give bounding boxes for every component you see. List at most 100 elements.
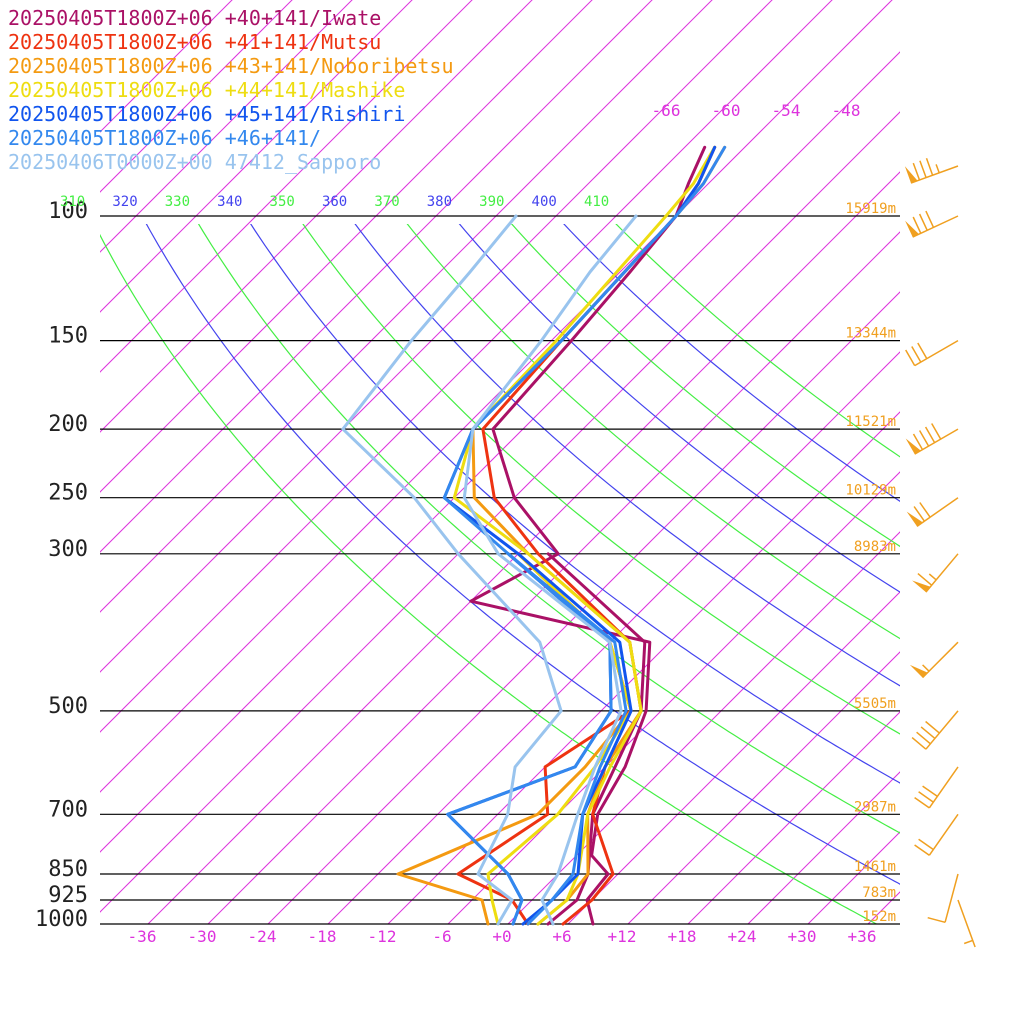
legend-item: 20250405T1800Z+06 +41+141/Mutsu	[8, 30, 382, 54]
pressure-tick-label: 700	[48, 797, 88, 822]
temperature-profile	[462, 214, 638, 926]
wind-barb	[914, 813, 959, 856]
theta-label: 330	[165, 194, 190, 210]
temperature-axis: -36 -30 -24 -18 -12 -6 +0 +6 +12 +18 +24 +30 +36	[128, 927, 877, 946]
height-label: 1461m	[854, 859, 896, 875]
isotherm-line	[687, 711, 900, 924]
dry-adiabat-line	[100, 233, 878, 924]
dry-adiabat-line	[563, 224, 900, 503]
isotherm-line	[507, 531, 900, 924]
pressure-tick-label: 500	[48, 694, 88, 719]
theta-label: 380	[427, 194, 452, 210]
wind-barb	[906, 497, 959, 528]
theta-label: 340	[217, 194, 242, 210]
temperature-tick-label: -24	[248, 927, 277, 946]
theta-labels: 310 320 330 340 350 360 370 380 390 400 410	[60, 194, 609, 210]
wind-barbs	[904, 158, 976, 948]
theta-label: 350	[270, 194, 295, 210]
temperature-tick-label: -18	[308, 927, 337, 946]
isotherm-line	[867, 891, 900, 924]
isotherm-label: -66	[652, 101, 681, 120]
dewpoint-profile	[456, 552, 633, 926]
temperature-tick-label: -30	[188, 927, 217, 946]
theta-label: 370	[374, 194, 399, 210]
theta-label: 400	[532, 194, 557, 210]
dry-adiabat-line	[458, 224, 900, 593]
dry-adiabat-line	[510, 224, 900, 548]
height-label: 15919m	[845, 201, 896, 217]
pressure-tick-label: 200	[48, 412, 88, 437]
dry-adiabat-line	[145, 224, 900, 885]
temperature-tick-label: +0	[492, 927, 511, 946]
isotherm-line	[807, 831, 900, 924]
isotherm-line	[100, 0, 233, 133]
theta-label: 310	[60, 194, 85, 210]
legend-item: 20250405T1800Z+06 +40+141/Iwate	[8, 6, 382, 30]
temperature-tick-label: -6	[432, 927, 451, 946]
isotherm-label: -60	[712, 101, 741, 120]
theta-label: 410	[584, 194, 609, 210]
temperature-tick-label: +30	[788, 927, 817, 946]
dry-adiabat-line	[197, 224, 900, 834]
height-label: 783m	[862, 885, 896, 901]
isotherm-line	[100, 0, 353, 253]
temperature-tick-label: +18	[668, 927, 697, 946]
legend-item: 20250406T0000Z+00 47412_Sapporo	[8, 150, 382, 174]
wind-barb	[914, 766, 959, 809]
temperature-tick-label: +36	[848, 927, 877, 946]
height-label: 10129m	[845, 483, 896, 499]
height-label: 152m	[862, 909, 896, 925]
pressure-tick-label: 300	[48, 537, 88, 562]
pressure-tick-label: 100	[48, 199, 88, 224]
legend-item: 20250405T1800Z+06 +44+141/Mashike	[8, 78, 406, 102]
legend-item: 20250405T1800Z+06 +43+141/Noboribetsu	[8, 54, 454, 78]
height-label: 5505m	[854, 696, 896, 712]
dewpoint-profile	[486, 552, 633, 926]
temperature-profile	[471, 145, 727, 926]
height-labels: 152m 783m 1461m 2987m 5505m 8983m 10129m 11521m…	[845, 201, 896, 925]
isotherm-line	[627, 651, 900, 924]
wind-barb	[905, 339, 959, 367]
legend-item: 20250405T1800Z+06 +45+141/Rishiri	[8, 102, 406, 126]
theta-label: 390	[479, 194, 504, 210]
dewpoint-profile	[546, 552, 647, 926]
height-label: 11521m	[845, 414, 896, 430]
theta-label: 360	[322, 194, 347, 210]
wind-barb	[911, 710, 959, 750]
legend: 20250405T1800Z+06 +40+141/Iwate 20250405T…	[8, 6, 454, 174]
temperature-profile	[469, 145, 707, 926]
theta-label: 320	[112, 194, 137, 210]
dry-adiabat-line	[302, 224, 900, 735]
height-label: 13344m	[845, 326, 896, 342]
legend-item: 20250405T1800Z+06 +46+141/	[8, 126, 322, 150]
wind-barb	[957, 899, 976, 948]
sounding-series	[341, 145, 727, 926]
isobar-lines	[100, 215, 900, 925]
pressure-tick-label: 1000	[35, 907, 88, 932]
pressure-tick-label: 925	[48, 883, 88, 908]
isotherm-line	[100, 0, 293, 193]
dry-adiabat-line	[406, 224, 900, 640]
height-label: 8983m	[854, 539, 896, 555]
wind-barb	[905, 210, 959, 238]
isotherm-line	[447, 471, 900, 924]
dry-adiabat-line	[615, 224, 900, 458]
isotherm-line	[100, 0, 473, 373]
temperature-tick-label: -36	[128, 927, 157, 946]
wind-barb	[927, 873, 959, 924]
height-label: 2987m	[854, 799, 896, 815]
temperature-profile	[481, 145, 717, 926]
wind-barb	[905, 423, 959, 455]
pressure-tick-label: 250	[48, 481, 88, 506]
dry-adiabat-line	[250, 224, 900, 784]
isotherm-line	[567, 591, 900, 924]
temperature-tick-label: +6	[552, 927, 571, 946]
pressure-tick-label: 850	[48, 857, 88, 882]
temperature-tick-label: +24	[728, 927, 757, 946]
isotherm-label: -48	[832, 101, 861, 120]
isotherm-line	[100, 0, 413, 313]
dry-adiabat-line	[354, 224, 900, 687]
wind-barb	[904, 158, 959, 184]
wind-barb	[912, 553, 959, 593]
